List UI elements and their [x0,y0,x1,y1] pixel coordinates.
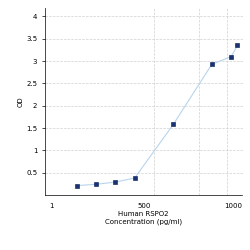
Text: 500
Human RSPO2
Concentration (pg/ml): 500 Human RSPO2 Concentration (pg/ml) [105,202,182,225]
Text: 1: 1 [49,202,54,208]
Y-axis label: OD: OD [18,96,24,106]
Text: 1000: 1000 [224,202,242,208]
